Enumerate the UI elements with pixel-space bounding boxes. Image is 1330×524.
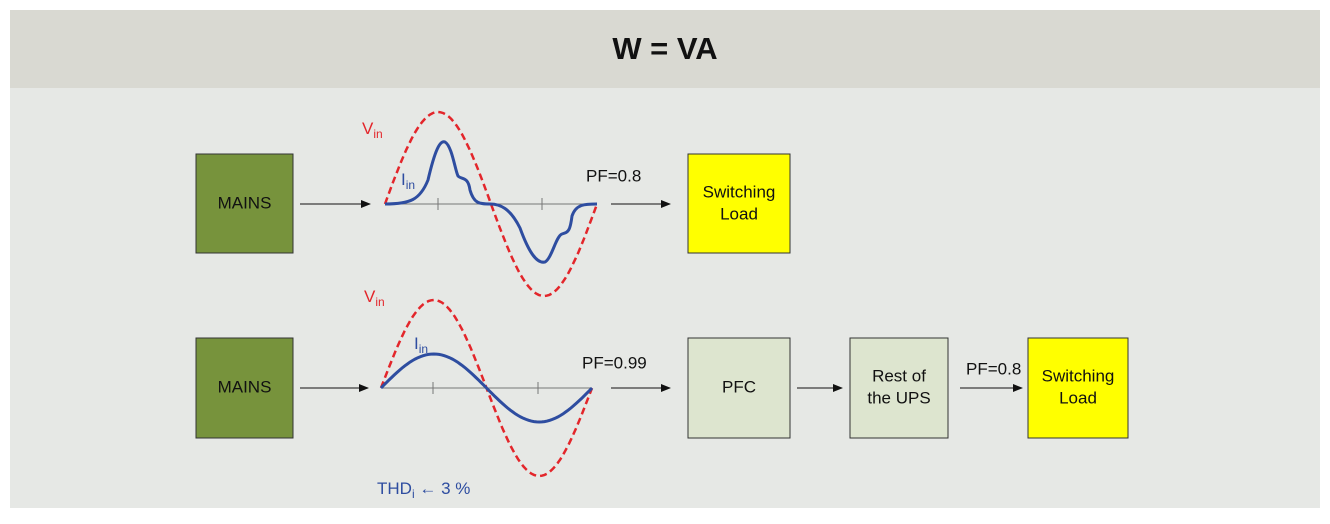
pf-label: PF=0.8: [586, 166, 641, 185]
box-label: the UPS: [867, 388, 930, 407]
title: W = VA: [612, 31, 717, 66]
current-wave: [384, 140, 598, 264]
box-label: Load: [720, 204, 758, 223]
box-label: Load: [1059, 388, 1097, 407]
mains-box: [195, 337, 294, 439]
pf-label: PF=0.99: [582, 353, 647, 372]
box-label: Rest of: [872, 366, 926, 385]
box-label: PFC: [722, 377, 756, 396]
box-label: Switching: [703, 182, 776, 201]
load-box: [1027, 337, 1129, 439]
voltage-label: Vin: [362, 119, 383, 141]
mains-box: [195, 153, 294, 254]
current-wave: [379, 352, 594, 424]
ups-box: [849, 337, 949, 439]
load-box: [687, 153, 791, 254]
pfc-box: [687, 337, 791, 439]
current-label: Iin: [414, 334, 428, 356]
box-label: Switching: [1042, 366, 1115, 385]
voltage-label: Vin: [364, 287, 385, 309]
thd-label: THDi ← 3 %: [377, 479, 470, 501]
header-band: [10, 10, 1320, 88]
box-label: MAINS: [218, 193, 272, 212]
pf-label: PF=0.8: [966, 359, 1021, 378]
current-label: Iin: [401, 170, 415, 192]
box-label: MAINS: [218, 377, 272, 396]
